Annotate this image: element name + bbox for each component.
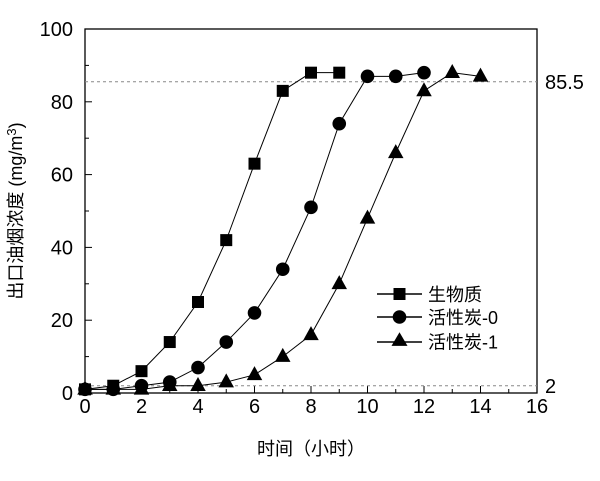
svg-text:活性炭-1: 活性炭-1 [428,333,498,353]
svg-text:0: 0 [62,383,73,405]
svg-text:活性炭-0: 活性炭-0 [428,308,498,328]
svg-text:100: 100 [40,19,73,41]
svg-text:60: 60 [51,165,73,187]
svg-text:4: 4 [192,396,203,418]
svg-text:14: 14 [469,396,491,418]
svg-text:8: 8 [305,396,316,418]
svg-text:2: 2 [136,396,147,418]
svg-text:6: 6 [249,396,260,418]
svg-text:10: 10 [356,396,378,418]
svg-text:2: 2 [545,376,556,398]
svg-text:出口油烟浓度 (mg/m3): 出口油烟浓度 (mg/m3) [4,122,26,299]
svg-text:时间（小时）: 时间（小时） [257,439,365,459]
svg-text:40: 40 [51,237,73,259]
svg-text:0: 0 [79,396,90,418]
svg-text:生物质: 生物质 [428,285,482,305]
svg-text:20: 20 [51,310,73,332]
svg-text:85.5: 85.5 [545,72,584,94]
svg-text:16: 16 [526,396,548,418]
svg-text:80: 80 [51,92,73,114]
svg-text:12: 12 [413,396,435,418]
